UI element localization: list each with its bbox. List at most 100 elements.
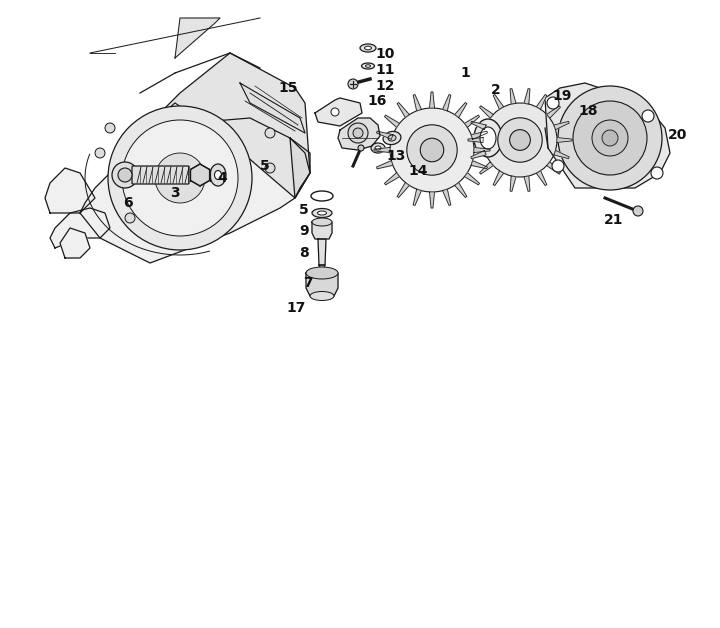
Circle shape — [122, 120, 238, 236]
Ellipse shape — [388, 135, 396, 141]
Text: 12: 12 — [375, 79, 395, 93]
Polygon shape — [50, 208, 110, 248]
Polygon shape — [471, 150, 486, 159]
Polygon shape — [377, 131, 393, 139]
Circle shape — [118, 168, 132, 182]
Polygon shape — [60, 228, 90, 258]
Polygon shape — [115, 53, 310, 198]
Polygon shape — [510, 89, 516, 104]
Circle shape — [265, 163, 275, 173]
Polygon shape — [443, 95, 451, 111]
Circle shape — [265, 128, 275, 138]
Circle shape — [348, 123, 368, 143]
Polygon shape — [80, 118, 310, 263]
Text: 18: 18 — [578, 104, 598, 118]
Text: 15: 15 — [278, 81, 298, 95]
Polygon shape — [536, 95, 546, 109]
Polygon shape — [240, 83, 305, 133]
Circle shape — [633, 206, 643, 216]
Polygon shape — [318, 239, 326, 265]
Text: 11: 11 — [375, 63, 395, 77]
Text: 14: 14 — [408, 164, 428, 178]
Polygon shape — [319, 265, 325, 273]
Circle shape — [602, 130, 618, 146]
Circle shape — [651, 167, 663, 179]
Polygon shape — [536, 171, 546, 185]
Polygon shape — [45, 168, 95, 213]
Circle shape — [108, 106, 252, 250]
Polygon shape — [397, 183, 410, 197]
Polygon shape — [413, 189, 421, 205]
Circle shape — [95, 148, 105, 158]
Polygon shape — [546, 106, 560, 118]
Polygon shape — [464, 115, 480, 127]
Text: 21: 21 — [604, 213, 624, 227]
Polygon shape — [384, 173, 400, 185]
Circle shape — [353, 128, 363, 138]
Circle shape — [390, 108, 474, 192]
Text: 4: 4 — [217, 171, 227, 185]
Polygon shape — [493, 171, 504, 185]
Text: 5: 5 — [260, 159, 270, 173]
Polygon shape — [374, 148, 390, 153]
Polygon shape — [312, 222, 332, 239]
Polygon shape — [430, 92, 434, 108]
Text: 6: 6 — [123, 196, 132, 210]
Text: 8: 8 — [299, 246, 309, 260]
Ellipse shape — [366, 65, 371, 67]
FancyBboxPatch shape — [132, 166, 189, 184]
Polygon shape — [454, 102, 467, 117]
Polygon shape — [443, 189, 451, 205]
Polygon shape — [430, 192, 434, 208]
Polygon shape — [397, 102, 410, 117]
Circle shape — [420, 138, 444, 162]
Circle shape — [358, 145, 364, 151]
Circle shape — [510, 129, 531, 150]
Polygon shape — [471, 121, 486, 129]
Polygon shape — [480, 106, 493, 118]
Ellipse shape — [306, 267, 338, 279]
Polygon shape — [557, 138, 572, 143]
Polygon shape — [554, 150, 570, 159]
Text: 3: 3 — [170, 186, 180, 200]
Polygon shape — [546, 162, 560, 174]
Ellipse shape — [375, 146, 381, 150]
Circle shape — [573, 101, 647, 175]
Polygon shape — [493, 95, 504, 109]
Polygon shape — [464, 173, 480, 185]
Polygon shape — [191, 164, 210, 186]
Circle shape — [483, 103, 557, 177]
Circle shape — [125, 213, 135, 223]
Text: 16: 16 — [367, 94, 387, 108]
Text: 2: 2 — [491, 83, 501, 97]
Ellipse shape — [371, 143, 385, 153]
Ellipse shape — [383, 131, 401, 144]
Polygon shape — [454, 183, 467, 197]
Text: 13: 13 — [387, 149, 405, 163]
Circle shape — [112, 162, 138, 188]
Polygon shape — [524, 176, 530, 192]
Text: 10: 10 — [375, 47, 395, 61]
Polygon shape — [471, 161, 487, 169]
Text: 7: 7 — [303, 276, 312, 290]
Polygon shape — [384, 115, 400, 127]
Polygon shape — [474, 148, 490, 153]
Text: 1: 1 — [460, 66, 470, 80]
Polygon shape — [306, 273, 338, 296]
Polygon shape — [480, 162, 493, 174]
Polygon shape — [471, 131, 487, 139]
Text: 19: 19 — [552, 89, 572, 103]
Circle shape — [498, 118, 542, 162]
Circle shape — [348, 79, 358, 89]
Text: 9: 9 — [300, 224, 309, 238]
Circle shape — [407, 125, 457, 175]
Polygon shape — [315, 98, 362, 126]
Polygon shape — [554, 121, 570, 129]
Polygon shape — [510, 176, 516, 192]
Circle shape — [547, 97, 559, 109]
Ellipse shape — [310, 291, 334, 301]
Circle shape — [155, 153, 205, 203]
Ellipse shape — [360, 44, 376, 52]
Polygon shape — [377, 161, 393, 169]
Circle shape — [105, 123, 115, 133]
